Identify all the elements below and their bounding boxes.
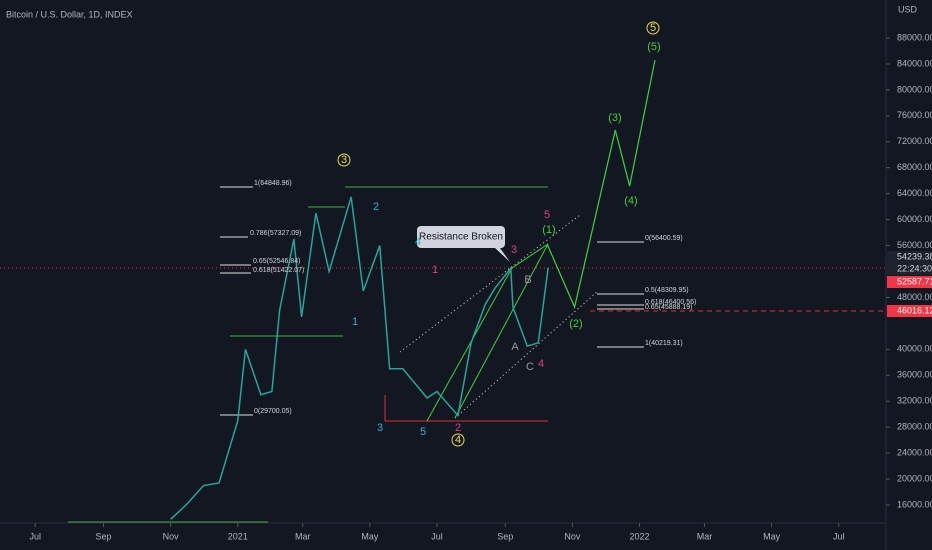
wave-label: 2 (455, 422, 461, 434)
y-tick-label: 24000.00 (897, 447, 932, 457)
y-tick-label: 72000.00 (897, 136, 932, 146)
wave-label: 3 (341, 154, 347, 166)
x-tick-label: Jul (833, 531, 845, 541)
x-tick-label: Mar (697, 531, 713, 541)
price-tag-bg (887, 263, 932, 275)
x-tick-label: 2021 (228, 531, 248, 541)
wave-label: 2 (373, 201, 379, 213)
wave-label: (2) (569, 318, 582, 330)
y-tick-label: 40000.00 (897, 344, 932, 354)
wave-label: 3 (377, 422, 383, 434)
x-tick-label: Sep (95, 531, 111, 541)
fib-label: 1(40219.31) (645, 340, 683, 347)
wave-label: 4 (538, 358, 544, 370)
price-tag: 52587.71 (897, 276, 932, 286)
wave-label: 4 (455, 434, 461, 446)
fib-label: 0.5(48309.95) (645, 287, 689, 294)
x-tick-label: Nov (163, 531, 180, 541)
fib-label: 0.618(46400.56) (645, 299, 696, 306)
wave-label: A (511, 341, 519, 353)
wave-label: (3) (608, 112, 621, 124)
wave-label: 4 (415, 236, 421, 248)
wave-label: 5 (544, 209, 550, 221)
x-tick-label: Jul (29, 531, 41, 541)
price-tag-bg (887, 276, 932, 288)
wave-label: (4) (624, 195, 637, 207)
y-tick-label: 36000.00 (897, 370, 932, 380)
wave-label: 1 (352, 316, 358, 328)
fib-label: 1(64848.96) (254, 180, 292, 187)
wave-label: 1 (432, 264, 438, 276)
y-tick-label: 76000.00 (897, 110, 932, 120)
price-tag-bg (887, 305, 932, 317)
y-tick-label: 68000.00 (897, 162, 932, 172)
price-tag-bg (887, 251, 932, 263)
y-tick-label: 56000.00 (897, 240, 932, 250)
fib-label: 0.618(51422.07) (253, 267, 304, 274)
wave-label: C (526, 361, 534, 373)
y-tick-label: 20000.00 (897, 473, 932, 483)
y-tick-label: 28000.00 (897, 422, 932, 432)
y-tick-label: 16000.00 (897, 499, 932, 509)
chart-title: Bitcoin / U.S. Dollar, 1D, INDEX (6, 9, 133, 19)
y-tick-label: 64000.00 (897, 188, 932, 198)
price-tag: 54239.38 (897, 251, 932, 261)
y-tick-label: 48000.00 (897, 292, 932, 302)
wave-label: 5 (650, 22, 656, 34)
wave-label: 5 (420, 426, 426, 438)
x-tick-label: 2022 (630, 531, 650, 541)
x-tick-label: Sep (497, 531, 513, 541)
wave-label: (5) (647, 41, 660, 53)
wave-label: (1) (542, 224, 555, 236)
price-tag: 46016.12 (897, 305, 932, 315)
y-tick-label: 84000.00 (897, 58, 932, 68)
wave-label: 3 (511, 244, 517, 256)
wave-label: B (524, 274, 531, 286)
y-unit: USD (898, 4, 918, 14)
y-tick-label: 80000.00 (897, 84, 932, 94)
y-tick-label: 32000.00 (897, 396, 932, 406)
price-line (546, 59, 656, 309)
price-tag: 22:24:30 (897, 263, 932, 273)
y-tick-label: 88000.00 (897, 32, 932, 42)
x-tick-label: Mar (295, 531, 311, 541)
annotation: Resistance Broken (419, 232, 503, 243)
drawings (0, 21, 886, 523)
fib-label: 0.65(45888.19) (645, 304, 692, 311)
x-tick-label: May (361, 531, 379, 541)
x-tick-label: Nov (564, 531, 581, 541)
x-tick-label: Jul (431, 531, 443, 541)
price-line (170, 196, 549, 520)
x-tick-label: May (763, 531, 781, 541)
fib-label: 0(56400.59) (645, 235, 683, 242)
fib-label: 0.786(57327.09) (250, 230, 301, 237)
y-tick-label: 60000.00 (897, 214, 932, 224)
fib-label: 0.65(52546.84) (253, 258, 300, 265)
fib-label: 0(29700.05) (254, 408, 292, 415)
